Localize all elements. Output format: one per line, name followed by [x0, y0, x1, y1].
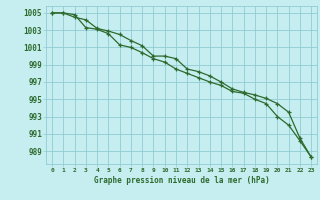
X-axis label: Graphe pression niveau de la mer (hPa): Graphe pression niveau de la mer (hPa)	[94, 176, 269, 185]
